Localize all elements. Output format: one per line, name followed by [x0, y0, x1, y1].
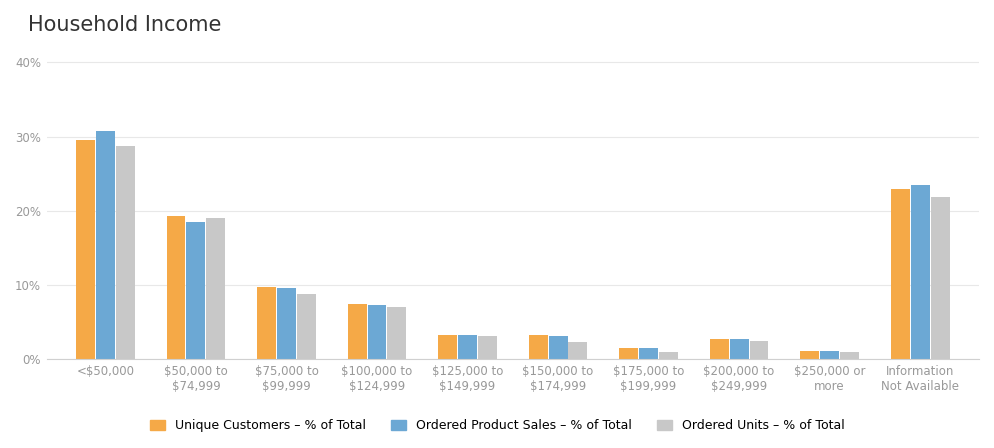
Bar — [911, 185, 929, 359]
Bar — [167, 216, 186, 359]
Bar — [749, 341, 768, 359]
Legend: Unique Customers – % of Total, Ordered Product Sales – % of Total, Ordered Units: Unique Customers – % of Total, Ordered P… — [145, 414, 849, 437]
Bar — [96, 131, 115, 359]
Bar — [730, 339, 748, 359]
Bar — [388, 307, 407, 359]
Bar — [116, 146, 135, 359]
Bar — [840, 353, 859, 359]
Bar — [639, 348, 658, 359]
Bar — [257, 287, 276, 359]
Bar — [529, 336, 548, 359]
Bar — [659, 352, 678, 359]
Bar — [710, 339, 729, 359]
Bar — [368, 305, 387, 359]
Bar — [800, 351, 819, 359]
Bar — [458, 335, 477, 359]
Bar — [277, 288, 296, 359]
Bar — [820, 351, 839, 359]
Bar — [187, 222, 206, 359]
Bar — [891, 189, 910, 359]
Bar — [207, 218, 226, 359]
Bar — [549, 336, 568, 359]
Bar — [438, 335, 457, 359]
Bar — [569, 342, 587, 359]
Bar — [478, 336, 497, 359]
Text: Household Income: Household Income — [28, 15, 222, 35]
Bar — [930, 197, 949, 359]
Bar — [297, 294, 316, 359]
Bar — [76, 140, 95, 359]
Bar — [619, 348, 638, 359]
Bar — [348, 303, 367, 359]
